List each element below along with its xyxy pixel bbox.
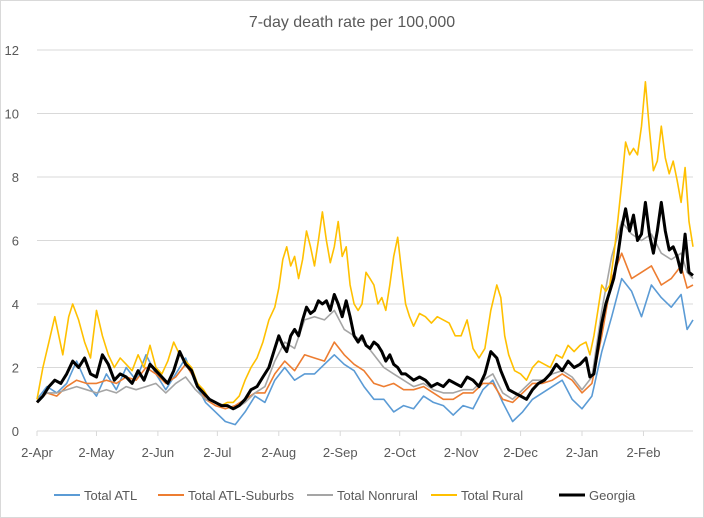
chart-title: 7-day death rate per 100,000 [249, 14, 455, 31]
x-tick-label: 2-Feb [626, 445, 660, 460]
legend-label: Total Nonrural [337, 488, 418, 503]
y-tick-label: 10 [5, 107, 19, 122]
x-axis: 2-Apr 2-May 2-Jun 2-Jul 2-Aug 2-Sep 2-Oct 2-Nov… [21, 431, 660, 460]
y-tick-label: 2 [12, 361, 19, 376]
y-tick-label: 8 [12, 170, 19, 185]
legend-label: Total ATL-Suburbs [188, 488, 294, 503]
y-tick-label: 4 [12, 297, 19, 312]
y-tick-label: 0 [12, 424, 19, 439]
legend: Total ATL Total ATL-Suburbs Total Nonrural… [54, 488, 636, 503]
series-line-total-atl [36, 277, 694, 426]
x-tick-label: 2-Dec [503, 445, 538, 460]
x-tick-label: 2-May [78, 445, 115, 460]
legend-label: Total ATL [84, 488, 137, 503]
x-tick-label: 2-Apr [21, 445, 53, 460]
x-tick-label: 2-Nov [444, 445, 479, 460]
legend-label: Georgia [589, 488, 636, 503]
x-tick-label: 2-Oct [384, 445, 416, 460]
series-line-total-rural [36, 81, 694, 407]
y-axis: 0 2 4 6 8 10 12 [5, 43, 19, 439]
x-tick-label: 2-Jun [142, 445, 175, 460]
y-tick-label: 6 [12, 234, 19, 249]
y-tick-label: 12 [5, 43, 19, 58]
x-tick-label: 2-Sep [323, 445, 358, 460]
x-tick-label: 2-Aug [261, 445, 296, 460]
x-tick-label: 2-Jul [203, 445, 231, 460]
legend-label: Total Rural [461, 488, 523, 503]
x-tick-label: 2-Jan [566, 445, 599, 460]
series-line-georgia [35, 200, 694, 411]
plot-area [35, 81, 694, 426]
